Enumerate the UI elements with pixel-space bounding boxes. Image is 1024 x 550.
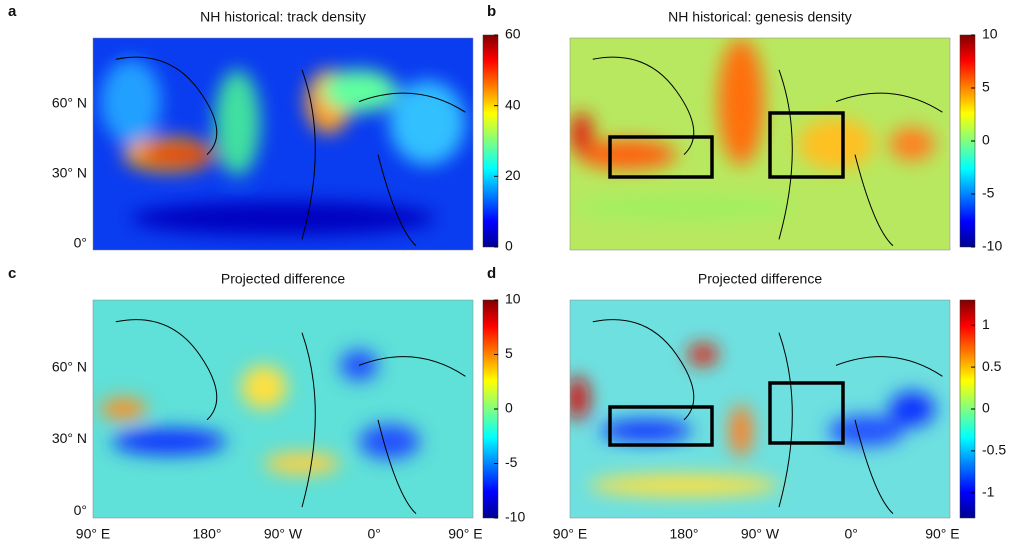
map-blobs [570,38,935,221]
colorbar-tick-label: 5 [982,79,990,95]
colorbar-tick-label: 0 [505,238,513,254]
map-blobs [100,350,420,475]
lat-label: 30° N [52,430,87,446]
field-blob [570,376,589,420]
lon-label: 90° E [925,526,959,542]
field-blob [570,194,798,221]
colorbar-tick-label: 20 [505,167,521,183]
field-blob [214,69,261,176]
lon-label: 0° [845,526,858,542]
panel-letter: b [487,3,496,20]
colorbar-tick-label: 0.5 [982,358,1002,374]
field-blob [600,419,692,442]
field-blob [729,404,753,457]
field-blob [100,398,147,420]
coastline [115,319,466,515]
field-blob [131,201,435,236]
panel-title: Projected difference [221,271,345,287]
lat-label: 30° N [52,164,87,180]
coastline [115,56,466,247]
field-blob [718,38,764,166]
colorbar-tick-label: 40 [505,96,521,112]
map-frame [92,299,474,519]
map-field [93,38,473,250]
field-blob [577,139,677,170]
panel-title: NH historical: genesis density [668,9,852,25]
field-blob [889,127,935,161]
field-blob [112,428,226,455]
panel-title: Projected difference [698,271,822,287]
colorbar [482,34,499,248]
lon-label: 90° W [741,526,780,542]
coastline [592,56,943,247]
map-frame [569,299,951,519]
colorbar-tick-label: 1 [982,316,990,332]
field-blob [889,391,935,427]
lon-label: 180° [193,526,222,542]
lon-label: 90° W [264,526,303,542]
field-blob [798,118,874,170]
colorbar-tick-label: 5 [505,345,513,361]
field-blob [828,415,905,447]
colorbar-tick-label: 0 [505,400,513,416]
colorbar-tick-label: 0 [982,132,990,148]
colorbar-tick-label: 60 [505,26,521,42]
colorbar-tick-label: 0 [982,400,990,416]
lon-label: 90° E [448,526,482,542]
colorbar-tick-label: -0.5 [982,442,1006,458]
region-box [608,405,714,447]
field-blob [321,69,397,113]
map-frame [92,37,474,251]
lon-label: 180° [670,526,699,542]
colorbar-tick-label: -10 [505,509,525,525]
panel-letter: a [8,3,17,20]
colorbar-tick-label: -10 [982,238,1002,254]
panel-title: NH historical: track density [200,9,366,25]
field-blob [687,343,719,366]
map-frame [569,37,951,251]
region-box [608,135,714,179]
lon-label: 0° [368,526,381,542]
lon-label: 90° E [553,526,587,542]
lon-label: 90° E [76,526,110,542]
panel-letter: c [8,265,16,282]
map-blobs [570,343,935,497]
map-field [93,300,473,518]
map-background [93,300,473,518]
coastline [592,319,943,515]
field-blob [359,424,420,460]
map-field [570,300,950,518]
genesis-boxes [608,111,845,447]
colorbar-tick-label: 10 [982,26,998,42]
lat-label: 60° N [52,94,87,110]
region-box [768,111,845,179]
field-blob [138,144,215,166]
panel-letter: d [487,265,496,282]
field-blob [241,365,287,410]
field-blob [264,452,340,475]
colorbar-tick-label: 10 [505,291,521,307]
map-field [570,38,950,250]
map-blobs [100,59,466,236]
colorbar-tick-label: -1 [982,484,995,500]
field-blob [100,59,162,144]
field-blob [589,474,779,497]
colorbar-tick-label: -5 [505,454,518,470]
lat-label: 60° N [52,358,87,374]
lat-label: 0° [74,502,87,518]
lat-label: 0° [74,234,87,250]
field-blob [570,112,593,155]
colorbar-tick-label: -5 [982,185,995,201]
region-box [768,381,845,445]
